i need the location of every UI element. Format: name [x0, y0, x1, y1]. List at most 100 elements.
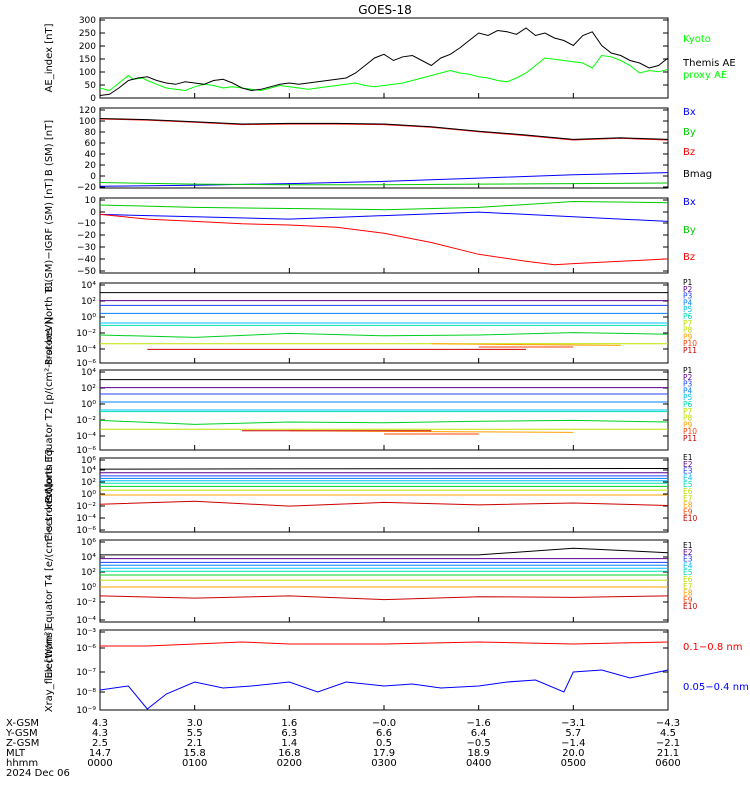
legend-label: P7	[683, 407, 693, 416]
legend-label: P8	[683, 326, 693, 335]
y-tick-label: 10⁻⁴	[76, 432, 96, 442]
y-tick-label: 10²	[81, 478, 96, 488]
legend-label: Bmag	[683, 169, 712, 180]
y-tick-label: 80	[85, 128, 97, 138]
y-tick-label: 50	[85, 81, 97, 91]
y-tick-label: −50	[77, 267, 96, 277]
y-axis-label: Electrons Equator T4 [e/(cm²-s-sr-keV)]	[44, 483, 55, 678]
legend-label: By	[683, 225, 696, 236]
y-tick-label: 10⁻⁶	[76, 446, 96, 456]
legend-label: P3	[683, 380, 693, 389]
legend-label: E5	[683, 568, 693, 577]
legend-label: E9	[683, 595, 693, 604]
footer-value: 0000	[87, 758, 112, 769]
legend-label: P6	[683, 400, 693, 409]
y-tick-label: 10⁻²	[76, 502, 96, 512]
y-tick-label: 10⁻³	[76, 628, 96, 638]
legend-label: E8	[683, 589, 693, 598]
y-tick-label: 300	[79, 16, 96, 26]
legend-label: E4	[683, 473, 693, 482]
series-line-bmag	[99, 118, 669, 140]
panel-frame	[99, 107, 669, 189]
footer-value: 18.9	[468, 748, 490, 759]
legend-label: Bx	[683, 197, 696, 208]
legend-label: Bx	[683, 107, 696, 118]
legend-label: E2	[683, 460, 693, 469]
series-line-themis-ae	[99, 27, 669, 96]
footer-value: −4.3	[656, 718, 680, 729]
footer-row-label: X-GSM	[6, 718, 39, 729]
legend-label: P7	[683, 319, 693, 328]
footer-value: 0200	[277, 758, 302, 769]
legend-label: E7	[683, 494, 693, 503]
y-tick-label: 10⁻⁶	[76, 644, 96, 654]
footer-value: 6.3	[281, 728, 297, 739]
series-line-bx	[99, 211, 669, 222]
y-tick-label: 10⁴	[81, 553, 96, 563]
y-tick-label: 10⁶	[81, 456, 96, 466]
series-line-bx	[99, 172, 669, 187]
footer-value: 4.3	[92, 728, 108, 739]
legend-label: E1	[683, 541, 693, 550]
y-tick-label: 10	[85, 196, 97, 206]
y-tick-label: 10⁻²	[76, 329, 96, 339]
footer-value: 4.5	[660, 728, 676, 739]
footer-value: 14.7	[89, 748, 111, 759]
panel-frame	[99, 539, 669, 623]
series-line-bz	[99, 213, 669, 266]
series-line-0-1-0-8-nm	[100, 641, 669, 647]
footer-value: 4.3	[92, 718, 108, 729]
y-axis-label: Protons North T1	[44, 281, 55, 365]
y-tick-label: 150	[79, 55, 96, 65]
y-axis-label: B (SM) [nT]	[44, 120, 55, 176]
series-line-p9	[431, 343, 621, 346]
footer-row-label: MLT	[6, 748, 26, 759]
panel-7: 10⁶ 10⁴ 10² 10⁰ 10⁻² 10⁻⁴ Electrons Equator T4…	[44, 483, 698, 678]
footer-value: 6.6	[376, 728, 392, 739]
y-tick-label: −20	[77, 231, 96, 241]
y-tick-label: 10²	[81, 568, 96, 578]
y-axis-label: Electrons North T3	[44, 448, 55, 541]
footer-value: 16.8	[278, 748, 300, 759]
legend-label: P10	[683, 339, 697, 348]
footer-date: 2024 Dec 06	[6, 768, 70, 779]
y-tick-label: 100	[79, 68, 96, 78]
footer-value: 0300	[371, 758, 396, 769]
legend-label: proxy AE	[683, 70, 727, 81]
legend-label: E4	[683, 561, 693, 570]
legend-label: E2	[683, 548, 693, 557]
footer-value: 0.5	[376, 738, 392, 749]
legend-label: P4	[683, 298, 693, 307]
y-tick-label: 120	[79, 106, 96, 116]
legend-label: P1	[683, 278, 693, 287]
y-tick-label: 10⁻⁶	[76, 526, 96, 536]
footer-row-label: Z-GSM	[6, 738, 39, 749]
legend-label: P6	[683, 312, 693, 321]
legend-label: E6	[683, 487, 693, 496]
y-tick-label: 10²	[81, 384, 96, 394]
legend-label: 0.05−0.4 nm	[683, 682, 749, 693]
series-line-e1	[99, 468, 669, 470]
footer-value: −2.1	[656, 738, 680, 749]
series-line-kyoto-proxy-ae	[99, 54, 669, 92]
legend-label: P5	[683, 393, 693, 402]
footer-row-label: Y-GSM	[5, 728, 38, 739]
y-tick-label: 10⁻⁷	[76, 668, 96, 678]
legend-label: P4	[683, 386, 693, 395]
footer-row-label: hhmm	[6, 758, 38, 769]
y-tick-label: 10⁰	[81, 490, 96, 500]
series-line-e1	[100, 547, 669, 556]
y-tick-label: 10⁰	[81, 583, 96, 593]
panel-8: 10⁻³ 10⁻⁶ 10⁻⁷ 10⁻⁸ 10⁻⁹ Xray_flux [W/m²] 0.1−…	[44, 628, 749, 716]
legend-label: By	[683, 127, 696, 138]
y-axis-label: Protons Equator T2 [p/(cm²-s-sr-keV)]	[44, 317, 55, 504]
legend-label: E5	[683, 480, 693, 489]
footer-value: 6.4	[471, 728, 487, 739]
legend-label: E9	[683, 507, 693, 516]
legend-label: P2	[683, 285, 693, 294]
footer-value: 0400	[466, 758, 491, 769]
